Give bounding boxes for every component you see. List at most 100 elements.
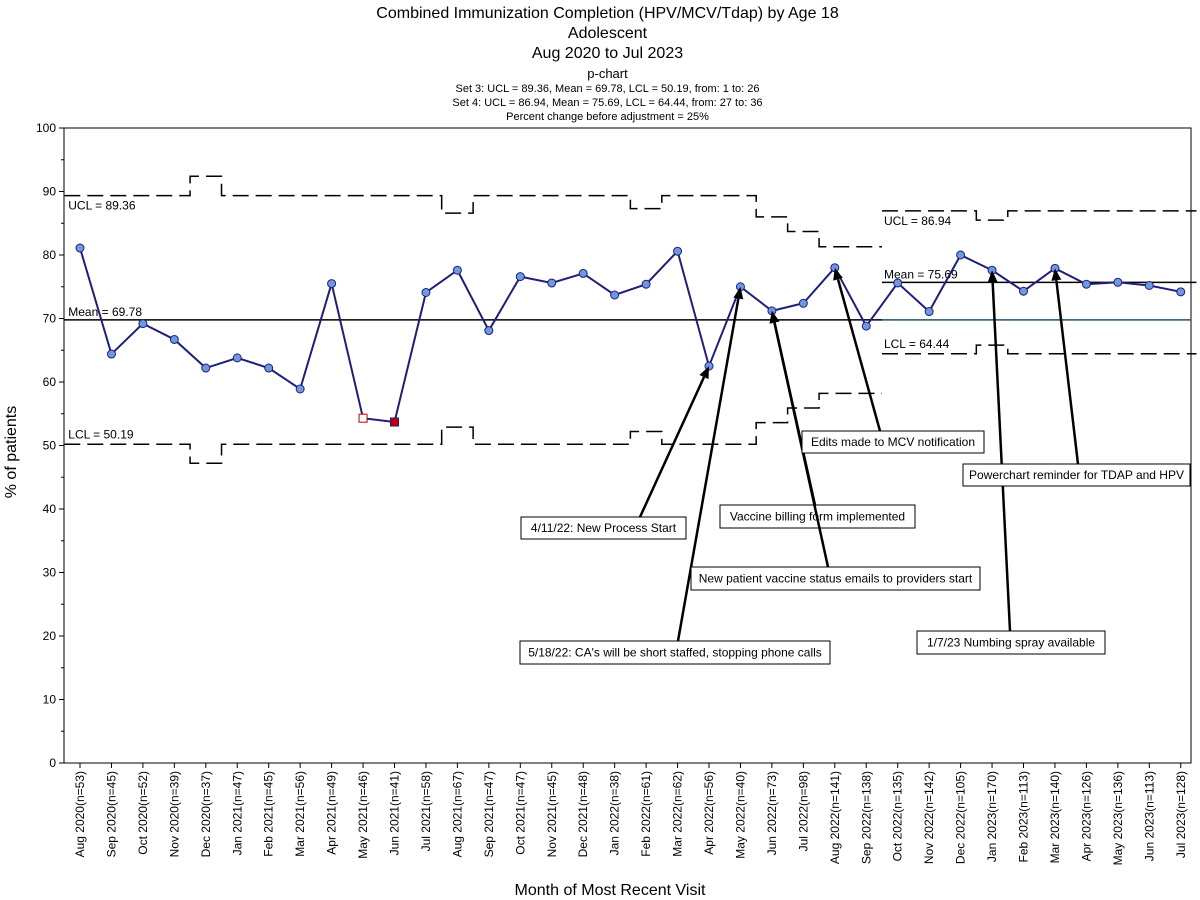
y-tick-label: 10 <box>43 693 57 707</box>
ucl-label-set-1: UCL = 89.36 <box>68 199 136 213</box>
annotation-arrow <box>773 322 830 568</box>
annotation-arrow <box>638 376 706 518</box>
x-tick-label: Sep 2021(n=47) <box>482 771 496 857</box>
annotation-box <box>519 640 831 665</box>
x-tick-label: Feb 2022(n=61) <box>639 771 653 857</box>
x-tick-label: Oct 2021(n=47) <box>513 771 527 855</box>
annotation-label: New patient vaccine status emails to pro… <box>699 572 973 586</box>
data-point <box>232 353 242 363</box>
mean-label-set-1: Mean = 69.78 <box>68 305 142 319</box>
x-axis-title: Month of Most Recent Visit <box>515 882 706 899</box>
data-point <box>861 321 871 331</box>
x-tick-label: Feb 2021(n=45) <box>262 771 276 857</box>
x-tick-label: Dec 2021(n=48) <box>576 771 590 857</box>
chart-type-label: p-chart <box>587 66 628 81</box>
annotation-arrowhead <box>699 366 709 380</box>
y-tick-label: 50 <box>43 439 57 453</box>
data-point <box>106 349 116 359</box>
x-tick-label: Aug 2021(n=67) <box>450 771 464 857</box>
x-tick-label: Jun 2022(n=73) <box>765 771 779 855</box>
annotation-label: Powerchart reminder for TDAP and HPV <box>969 468 1184 482</box>
x-tick-label: Nov 2020(n=39) <box>167 771 181 857</box>
data-point <box>201 363 211 373</box>
annotation-box <box>801 430 985 454</box>
x-tick-label: Aug 2022(n=141) <box>828 771 842 864</box>
x-tick-label: May 2023(n=136) <box>1111 771 1125 865</box>
annotation-arrowhead <box>1051 268 1062 281</box>
y-tick-label: 90 <box>43 185 57 199</box>
x-tick-label: Apr 2022(n=56) <box>702 771 716 855</box>
x-tick-label: Jul 2022(n=98) <box>796 771 810 851</box>
set-info-3: Percent change before adjustment = 25% <box>506 111 709 123</box>
x-tick-label: Jul 2023(n=128) <box>1174 771 1188 858</box>
x-tick-label: Mar 2021(n=56) <box>293 771 307 857</box>
x-tick-label: Jun 2021(n=41) <box>388 771 402 855</box>
data-line <box>79 247 1181 424</box>
chart-date-range: Aug 2020 to Jul 2023 <box>531 45 684 62</box>
annotation-box <box>690 566 981 591</box>
annotation-label: 1/7/23 Numbing spray available <box>927 636 1095 650</box>
y-tick-label: 30 <box>43 566 57 580</box>
x-tick-label: Jan 2022(n=38) <box>608 771 622 855</box>
x-tick-label: Apr 2021(n=49) <box>325 771 339 855</box>
y-tick-label: 20 <box>43 629 57 643</box>
data-point <box>924 307 934 317</box>
data-point-special <box>390 417 399 427</box>
data-points <box>75 243 1186 427</box>
ucl-label-set-2: UCL = 86.94 <box>884 214 952 228</box>
data-point <box>515 272 525 282</box>
x-tick-label: Oct 2020(n=52) <box>136 771 150 855</box>
x-tick-label: Aug 2020(n=53) <box>73 771 87 857</box>
data-point-special <box>358 413 368 423</box>
x-tick-label: Jul 2021(n=58) <box>419 771 433 851</box>
ucl-line-set-1 <box>64 175 882 248</box>
y-tick-label: 80 <box>43 248 57 262</box>
x-tick-label: Oct 2022(n=135) <box>891 771 905 861</box>
annotation-arrow <box>991 282 1012 632</box>
set-info-1: Set 3: UCL = 89.36, Mean = 69.78, LCL = … <box>455 83 760 95</box>
annotations: 4/11/22: New Process Start 5/18/22: CA's … <box>519 267 1191 665</box>
data-point <box>169 334 179 344</box>
data-point <box>1081 279 1091 289</box>
x-tick-label: Sep 2022(n=138) <box>859 771 873 864</box>
data-point <box>264 363 274 373</box>
control-limits: UCL = 89.36 Mean = 69.78 LCL = 50.19 UCL = … <box>64 175 1197 465</box>
y-tick-label: 0 <box>49 756 56 770</box>
x-tick-label: Jan 2021(n=47) <box>230 771 244 855</box>
data-point <box>138 319 148 329</box>
x-tick-label: Mar 2023(n=140) <box>1048 771 1062 863</box>
annotation-label: Edits made to MCV notification <box>811 435 975 449</box>
x-tick-label: Jan 2023(n=170) <box>985 771 999 862</box>
data-point <box>1113 277 1123 287</box>
data-point <box>1176 287 1186 297</box>
lcl-line-set-1 <box>64 392 882 465</box>
x-tick-label: Dec 2022(n=105) <box>954 771 968 864</box>
x-tick-label: Nov 2022(n=142) <box>922 771 936 864</box>
data-point <box>893 278 903 288</box>
ucl-line-set-2 <box>881 210 1197 221</box>
annotation-arrow <box>836 278 882 432</box>
data-point <box>610 290 620 300</box>
annotation-label: 5/18/22: CA's will be short staffed, sto… <box>528 646 822 660</box>
x-tick-label: Nov 2021(n=45) <box>545 771 559 857</box>
data-point <box>956 250 966 260</box>
x-tick-label: Apr 2023(n=126) <box>1079 771 1093 861</box>
annotation-box <box>520 516 687 540</box>
series-line <box>79 247 1181 424</box>
x-tick-label: May 2022(n=40) <box>733 771 747 859</box>
set-info-2: Set 4: UCL = 86.94, Mean = 75.69, LCL = … <box>452 97 763 109</box>
lcl-line-set-2 <box>881 344 1197 355</box>
data-point <box>1144 280 1154 290</box>
plot-area-frame <box>63 127 1192 764</box>
x-axis: Aug 2020(n=53) Sep 2020(n=45) Oct 2020(n=5… <box>73 763 1188 865</box>
chart-title: Combined Immunization Completion (HPV/MC… <box>376 5 839 22</box>
y-tick-label: 40 <box>43 502 57 516</box>
lcl-label-set-1: LCL = 50.19 <box>68 427 134 441</box>
data-point <box>641 279 651 289</box>
x-tick-label: May 2021(n=46) <box>356 771 370 859</box>
data-point <box>547 278 557 288</box>
x-tick-label: Feb 2023(n=113) <box>1017 771 1031 863</box>
annotation-arrowhead <box>833 267 843 281</box>
data-point <box>421 287 431 297</box>
